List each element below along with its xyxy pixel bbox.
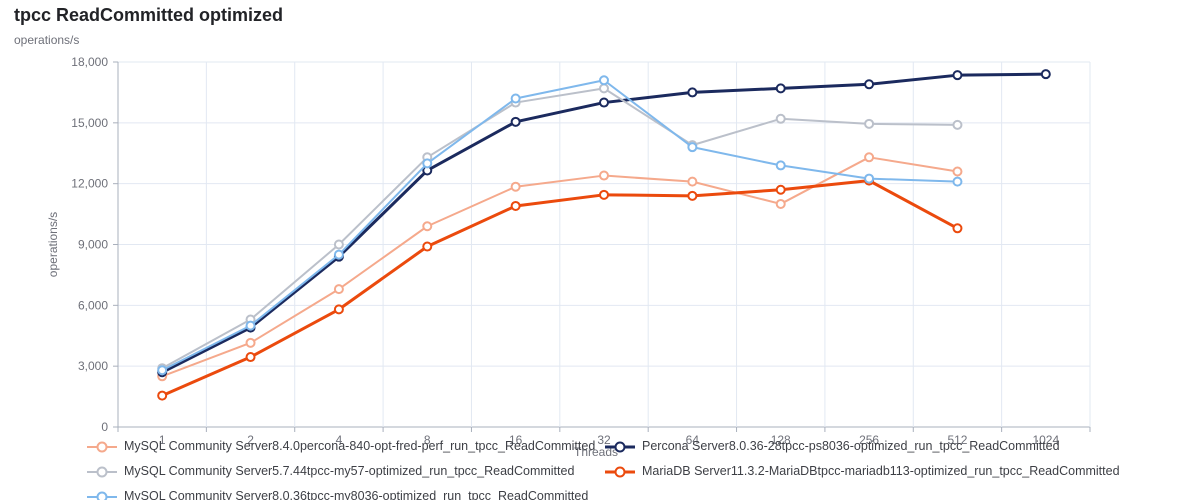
data-point-mariadb-1132-mariadb113[interactable] xyxy=(599,189,609,200)
data-point-mysql-5744-my57[interactable] xyxy=(952,119,963,130)
x-tick-label: 1 xyxy=(159,433,166,447)
data-point-percona-8036-28-ps8036[interactable] xyxy=(864,79,875,90)
data-point-mariadb-1132-mariadb113[interactable] xyxy=(333,304,344,315)
legend-item-mariadb-1132-mariadb113[interactable]: MariaDB Server11.3.2-MariaDBtpcc-mariadb… xyxy=(605,462,1120,480)
y-tick-label: 3,000 xyxy=(78,359,108,373)
data-point-mariadb-1132-mariadb113[interactable] xyxy=(422,241,433,252)
data-point-mysql-8036-my8036[interactable] xyxy=(510,93,521,104)
x-tick-label: 1024 xyxy=(1032,433,1059,447)
series-mysql-840-percona-opt-fred xyxy=(157,152,963,382)
data-point-mysql-5744-my57[interactable] xyxy=(333,239,344,250)
y-tick-label: 6,000 xyxy=(78,298,108,312)
x-tick-label: 32 xyxy=(597,433,611,447)
series-mysql-5744-my57 xyxy=(157,83,963,374)
data-point-percona-8036-28-ps8036[interactable] xyxy=(952,70,963,81)
series-line-mysql-5744-my57 xyxy=(161,87,959,370)
legend-marker-mysql-840-percona-opt-fred xyxy=(87,440,117,453)
data-point-percona-8036-28-ps8036[interactable] xyxy=(510,116,521,127)
y-axis-title: operations/s xyxy=(46,212,60,277)
data-point-percona-8036-28-ps8036[interactable] xyxy=(687,87,698,98)
x-tick-label: 2 xyxy=(247,433,254,447)
data-point-mysql-5744-my57[interactable] xyxy=(775,113,786,124)
legend-label: MySQL Community Server8.0.36tpcc-my8036-… xyxy=(124,489,589,500)
data-point-mysql-8036-my8036[interactable] xyxy=(864,173,875,184)
y-tick-label: 12,000 xyxy=(71,177,108,191)
data-point-mysql-8036-my8036[interactable] xyxy=(775,160,786,171)
data-point-mysql-840-percona-opt-fred[interactable] xyxy=(952,166,963,177)
data-point-mariadb-1132-mariadb113[interactable] xyxy=(687,190,698,201)
x-tick-label: 256 xyxy=(859,433,879,447)
legend-item-mysql-5744-my57[interactable]: MySQL Community Server5.7.44tpcc-my57-op… xyxy=(87,462,574,480)
data-point-mariadb-1132-mariadb113[interactable] xyxy=(245,352,256,363)
y-tick-label: 18,000 xyxy=(71,55,108,69)
x-tick-label: 16 xyxy=(509,433,523,447)
x-tick-label: 64 xyxy=(686,433,700,447)
data-point-mariadb-1132-mariadb113[interactable] xyxy=(510,200,521,211)
data-point-mysql-840-percona-opt-fred[interactable] xyxy=(775,198,786,209)
data-point-mysql-5744-my57[interactable] xyxy=(864,118,875,129)
chart-subtitle: operations/s xyxy=(14,33,80,47)
legend-label: MariaDB Server11.3.2-MariaDBtpcc-mariadb… xyxy=(642,464,1120,478)
legend-item-percona-8036-28-ps8036[interactable]: Percona Server8.0.36-28tpcc-ps8036-optim… xyxy=(605,437,1060,455)
legend-item-mysql-840-percona-opt-fred[interactable]: MySQL Community Server8.4.0percona-840-o… xyxy=(87,437,595,455)
data-point-mysql-8036-my8036[interactable] xyxy=(952,176,963,187)
series-mysql-8036-my8036 xyxy=(157,75,963,376)
x-tick-label: 4 xyxy=(336,433,343,447)
legend-label: Percona Server8.0.36-28tpcc-ps8036-optim… xyxy=(642,439,1060,453)
x-tick-label: 128 xyxy=(771,433,791,447)
data-point-mysql-840-percona-opt-fred[interactable] xyxy=(333,284,344,295)
data-point-mysql-5744-my57[interactable] xyxy=(599,83,609,94)
data-point-mysql-840-percona-opt-fred[interactable] xyxy=(687,176,698,187)
data-point-mysql-8036-my8036[interactable] xyxy=(687,142,698,153)
data-point-mysql-8036-my8036[interactable] xyxy=(599,75,609,86)
data-point-mysql-8036-my8036[interactable] xyxy=(422,158,433,169)
data-point-mysql-840-percona-opt-fred[interactable] xyxy=(245,337,256,348)
y-tick-label: 15,000 xyxy=(71,116,108,130)
data-point-mariadb-1132-mariadb113[interactable] xyxy=(775,184,786,195)
legend-marker-percona-8036-28-ps8036 xyxy=(605,440,635,453)
series-line-mariadb-1132-mariadb113 xyxy=(160,179,959,398)
data-point-mysql-8036-my8036[interactable] xyxy=(245,320,256,331)
data-point-percona-8036-28-ps8036[interactable] xyxy=(599,97,609,108)
data-point-mysql-8036-my8036[interactable] xyxy=(333,249,344,260)
data-point-percona-8036-28-ps8036[interactable] xyxy=(775,83,786,94)
data-point-percona-8036-28-ps8036[interactable] xyxy=(1040,69,1051,80)
data-point-mariadb-1132-mariadb113[interactable] xyxy=(952,223,963,234)
y-tick-label: 9,000 xyxy=(78,238,108,252)
data-point-mysql-840-percona-opt-fred[interactable] xyxy=(422,221,433,232)
data-point-mariadb-1132-mariadb113[interactable] xyxy=(157,390,168,401)
series-mariadb-1132-mariadb113 xyxy=(157,175,963,401)
data-point-mysql-840-percona-opt-fred[interactable] xyxy=(510,181,521,192)
chart-title: tpcc ReadCommitted optimized xyxy=(14,5,284,25)
series-percona-8036-28-ps8036 xyxy=(157,69,1051,378)
series-line-mysql-840-percona-opt-fred xyxy=(161,156,959,378)
legend-label: MySQL Community Server5.7.44tpcc-my57-op… xyxy=(124,464,575,478)
data-point-mysql-840-percona-opt-fred[interactable] xyxy=(599,170,609,181)
legend-marker-mysql-8036-my8036 xyxy=(87,490,117,500)
data-point-mysql-840-percona-opt-fred[interactable] xyxy=(864,152,875,163)
legend-marker-mariadb-1132-mariadb113 xyxy=(605,465,635,478)
x-tick-label: 8 xyxy=(424,433,431,447)
data-point-mysql-8036-my8036[interactable] xyxy=(157,365,168,376)
y-tick-label: 0 xyxy=(101,420,108,434)
legend-marker-mysql-5744-my57 xyxy=(87,465,117,478)
x-tick-label: 512 xyxy=(947,433,967,447)
legend-label: MySQL Community Server8.4.0percona-840-o… xyxy=(124,439,596,453)
legend-item-mysql-8036-my8036[interactable]: MySQL Community Server8.0.36tpcc-my8036-… xyxy=(87,487,588,500)
series-line-mysql-8036-my8036 xyxy=(161,79,959,372)
